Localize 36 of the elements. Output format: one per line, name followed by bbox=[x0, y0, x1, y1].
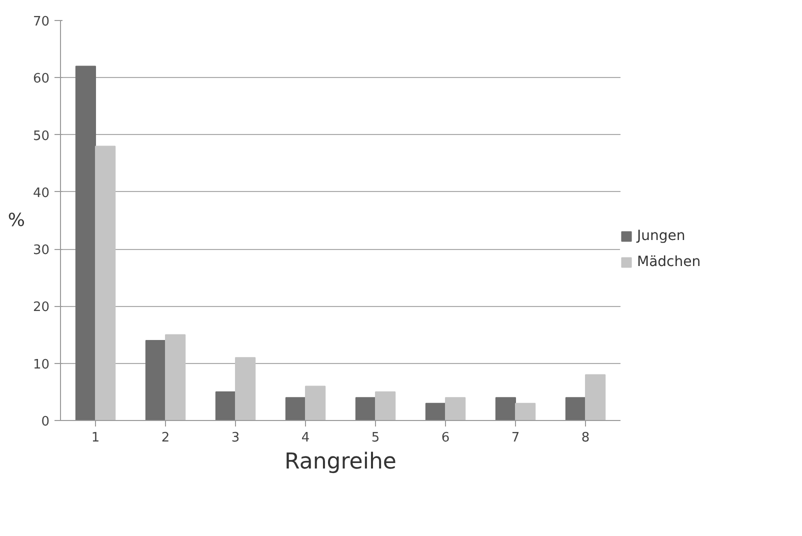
bar bbox=[75, 66, 96, 420]
y-tick-label: 50 bbox=[32, 128, 50, 144]
legend-label: Mädchen bbox=[637, 254, 701, 270]
bar bbox=[95, 146, 116, 420]
bar bbox=[305, 386, 326, 420]
bar bbox=[355, 397, 376, 420]
x-tick-label: 4 bbox=[301, 430, 310, 446]
x-tick-label: 5 bbox=[371, 430, 380, 446]
bar bbox=[165, 334, 186, 420]
x-tick-label: 2 bbox=[161, 430, 170, 446]
bar bbox=[515, 402, 536, 420]
bar bbox=[425, 402, 446, 420]
bar bbox=[375, 391, 396, 420]
bar bbox=[565, 397, 586, 420]
bar bbox=[285, 397, 306, 420]
bar bbox=[585, 374, 606, 420]
x-tick-label: 1 bbox=[91, 430, 100, 446]
y-tick-label: 40 bbox=[32, 186, 50, 201]
x-tick-label: 6 bbox=[441, 430, 450, 446]
y-tick-label: 0 bbox=[41, 414, 50, 430]
y-axis-title: % bbox=[8, 210, 25, 231]
y-tick-label: 70 bbox=[32, 14, 50, 30]
y-tick-label: 30 bbox=[32, 243, 50, 258]
bar bbox=[495, 397, 516, 420]
bar bbox=[215, 391, 236, 420]
y-tick-label: 10 bbox=[32, 357, 50, 372]
x-tick-label: 3 bbox=[231, 430, 240, 446]
bar bbox=[445, 397, 466, 420]
bar bbox=[145, 340, 166, 420]
y-tick-label: 60 bbox=[32, 72, 50, 87]
legend-label: Jungen bbox=[637, 228, 686, 244]
bar bbox=[235, 357, 256, 420]
x-axis-title: Rangreihe bbox=[284, 450, 396, 474]
x-tick-label: 8 bbox=[581, 430, 590, 446]
x-tick-label: 7 bbox=[511, 430, 520, 446]
y-tick-label: 20 bbox=[32, 300, 50, 316]
